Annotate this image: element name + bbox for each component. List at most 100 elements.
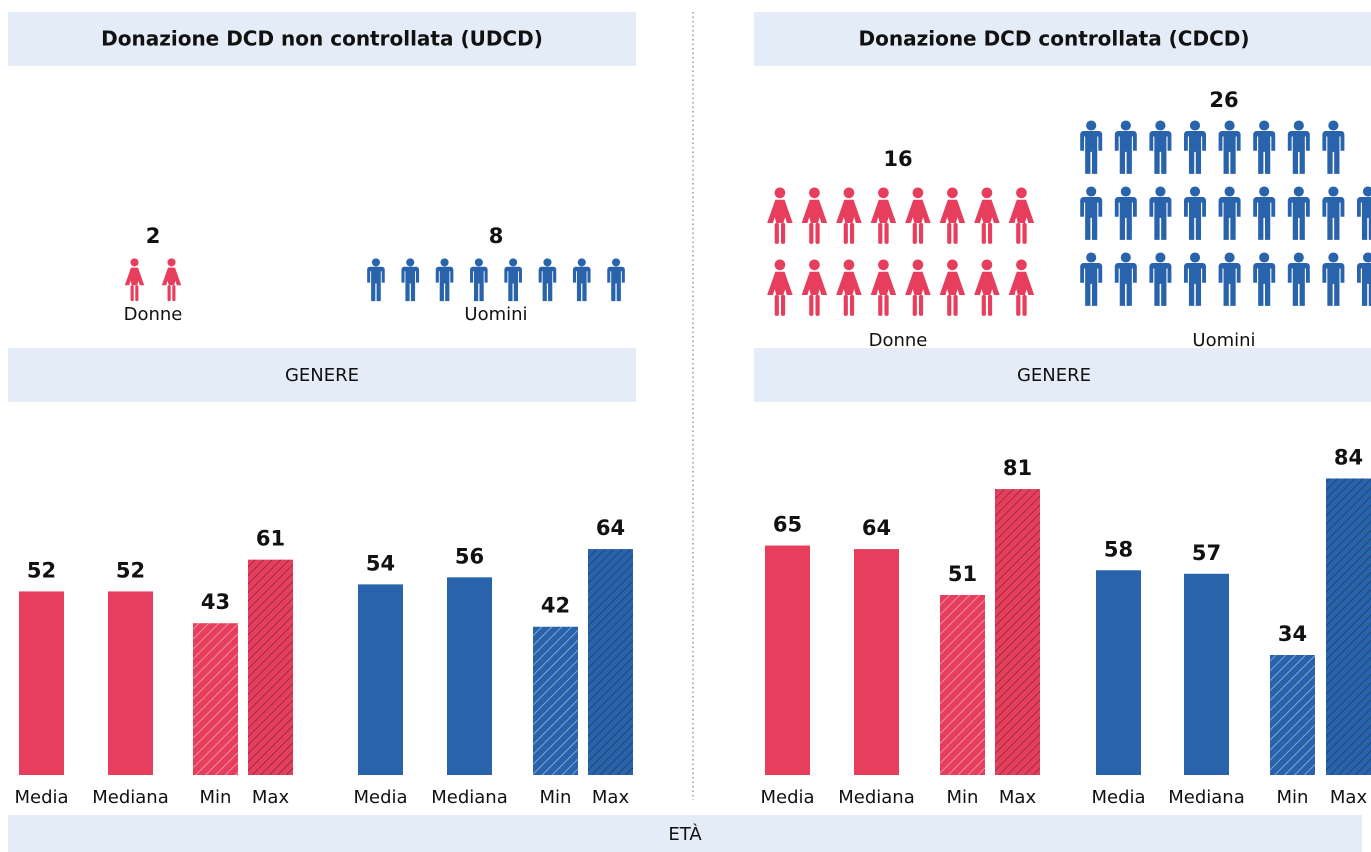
bar	[108, 591, 153, 775]
panel-title: Donazione DCD controllata (CDCD)	[859, 27, 1250, 51]
gender-name: Donne	[124, 304, 183, 325]
bar	[1184, 573, 1229, 775]
value-label: 58	[1104, 537, 1133, 561]
bar-hatch	[940, 594, 985, 775]
man-icon	[1357, 186, 1371, 240]
man-icon	[1218, 252, 1241, 306]
man-icon	[1253, 120, 1276, 174]
man-icon	[1184, 120, 1206, 174]
category-label: Media	[353, 787, 407, 808]
value-label: 52	[27, 558, 56, 582]
man-icon	[1184, 252, 1206, 306]
category-label: Max	[592, 787, 630, 808]
man-icon	[1114, 120, 1137, 174]
woman-icon	[905, 187, 931, 244]
value-label: 64	[862, 516, 891, 540]
count-label: 26	[1209, 88, 1238, 112]
category-label: Min	[540, 787, 572, 808]
woman-icon	[836, 187, 862, 244]
man-icon	[1080, 186, 1103, 240]
woman-icon	[1008, 259, 1035, 316]
gender-band	[754, 348, 1371, 402]
man-icon	[1184, 186, 1206, 240]
man-icon	[1322, 120, 1345, 174]
bar-hatch	[588, 549, 633, 775]
value-label: 84	[1334, 445, 1363, 469]
value-label: 57	[1192, 541, 1221, 565]
man-icon	[1322, 186, 1345, 240]
value-label: 65	[773, 513, 802, 537]
man-icon	[607, 258, 625, 302]
gender-band	[8, 348, 636, 402]
count-label: 16	[883, 147, 912, 171]
man-icon	[1149, 120, 1172, 174]
bar	[1096, 570, 1141, 775]
bar-hatch	[248, 559, 293, 775]
man-icon	[1080, 120, 1103, 174]
bar-hatch	[1326, 478, 1371, 775]
category-label: Max	[252, 787, 290, 808]
title-band	[754, 12, 1371, 66]
woman-icon	[801, 187, 828, 244]
woman-icon	[905, 259, 931, 316]
bar-hatch	[533, 626, 578, 775]
category-label: Min	[1277, 787, 1309, 808]
woman-icon	[161, 258, 182, 302]
man-icon	[1114, 186, 1137, 240]
man-icon	[401, 258, 420, 302]
man-icon	[504, 258, 522, 302]
value-label: 43	[201, 590, 230, 614]
footer-band	[8, 815, 1362, 852]
category-label: Mediana	[92, 787, 169, 808]
category-label: Max	[1330, 787, 1368, 808]
value-label: 34	[1278, 622, 1307, 646]
woman-icon	[801, 259, 828, 316]
value-label: 56	[455, 544, 484, 568]
category-label: Max	[999, 787, 1037, 808]
man-icon	[1287, 186, 1310, 240]
man-icon	[1253, 252, 1276, 306]
bar-hatch	[995, 489, 1040, 775]
man-icon	[1218, 186, 1241, 240]
woman-icon	[974, 187, 1000, 244]
man-icon	[1149, 186, 1172, 240]
bar	[765, 545, 810, 775]
bar	[854, 549, 899, 775]
man-icon	[1114, 252, 1137, 306]
man-icon	[538, 258, 557, 302]
category-label: Mediana	[1168, 787, 1245, 808]
value-label: 51	[948, 562, 977, 586]
gender-name: Uomini	[1192, 330, 1255, 351]
woman-icon	[836, 259, 862, 316]
value-label: 61	[256, 527, 285, 551]
value-label: 42	[541, 594, 570, 618]
woman-icon	[124, 258, 145, 302]
woman-icon	[767, 259, 793, 316]
bar-hatch	[1270, 654, 1315, 775]
gender-name: Uomini	[464, 304, 527, 325]
bar	[19, 591, 64, 775]
man-icon	[1357, 252, 1371, 306]
footer-label: ETÀ	[668, 823, 702, 845]
man-icon	[470, 258, 488, 302]
bar-hatch	[193, 623, 238, 775]
woman-icon	[939, 259, 966, 316]
category-label: Media	[1091, 787, 1145, 808]
title-band	[8, 12, 636, 66]
category-label: Media	[14, 787, 68, 808]
gender-label: GENERE	[285, 365, 359, 386]
count-label: 2	[146, 224, 161, 248]
man-icon	[435, 258, 454, 302]
man-icon	[572, 258, 591, 302]
woman-icon	[939, 187, 966, 244]
man-icon	[1149, 252, 1172, 306]
gender-label: GENERE	[1017, 365, 1091, 386]
value-label: 81	[1003, 456, 1032, 480]
bar	[358, 584, 403, 775]
man-icon	[1287, 120, 1310, 174]
category-label: Mediana	[431, 787, 508, 808]
category-label: Mediana	[838, 787, 915, 808]
bar	[447, 577, 492, 775]
